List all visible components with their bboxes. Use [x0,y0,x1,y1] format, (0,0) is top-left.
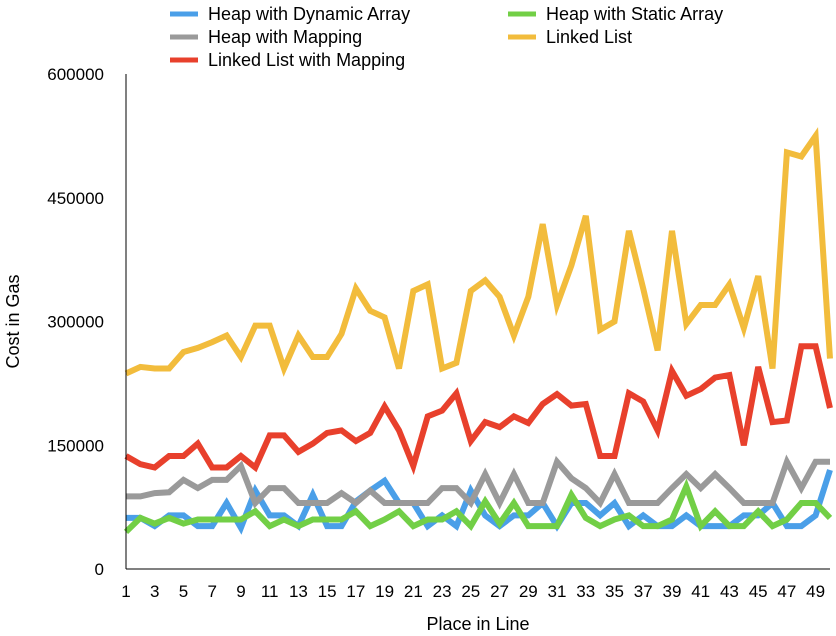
x-axis-title: Place in Line [426,614,529,634]
legend-label: Heap with Mapping [208,27,362,47]
y-tick-label: 600000 [47,65,104,84]
x-tick-label: 35 [605,582,624,601]
legend: Heap with Dynamic Array Heap with Static … [170,4,723,70]
x-tick-label: 37 [634,582,653,601]
x-tick-label: 5 [179,582,188,601]
series-line-heap-with-dynamic-array [126,469,833,535]
x-tick-label: 23 [433,582,452,601]
x-tick-label: 29 [519,582,538,601]
legend-item: Heap with Dynamic Array [170,4,410,24]
y-tick-label: 450000 [47,189,104,208]
x-tick-label: 15 [318,582,337,601]
x-tick-label: 45 [749,582,768,601]
series-lines [123,127,833,535]
x-tick-label: 3 [150,582,159,601]
legend-item: Linked List with Mapping [170,50,405,70]
legend-label: Heap with Dynamic Array [208,4,410,24]
x-tick-label: 33 [576,582,595,601]
x-tick-label: 39 [662,582,681,601]
legend-item: Linked List [508,27,632,47]
x-tick-label: 1 [121,582,130,601]
series-line-linked-list-with-mapping [124,343,833,476]
x-tick-label: 9 [236,582,245,601]
y-tick-label: 0 [95,560,104,579]
legend-label: Heap with Static Array [546,4,723,24]
x-tick-label: 17 [346,582,365,601]
x-tick-label: 25 [461,582,480,601]
series-line-linked-list [124,127,833,377]
x-tick-label: 47 [777,582,796,601]
x-tick-label: 27 [490,582,509,601]
y-tick-label: 300000 [47,313,104,332]
x-tick-label: 21 [404,582,423,601]
x-tick-label: 49 [806,582,825,601]
x-tick-label: 7 [207,582,216,601]
x-axis-ticks: 1 3 5 7 9 11 13 15 17 19 21 23 25 27 29 31 33 35 37 39 41 43 4… [121,582,825,601]
legend-label: Linked List with Mapping [208,50,405,70]
x-tick-label: 13 [289,582,308,601]
legend-item: Heap with Static Array [508,4,723,24]
y-axis-ticks: 0 150000 300000 450000 600000 [47,65,104,579]
x-tick-label: 11 [261,582,279,601]
x-tick-label: 41 [691,582,710,601]
legend-item: Heap with Mapping [170,27,362,47]
y-tick-label: 150000 [47,436,104,455]
legend-label: Linked List [546,27,632,47]
y-axis-title: Cost in Gas [3,274,23,368]
x-tick-label: 31 [548,582,567,601]
series-line-heap-with-static-array [123,478,833,535]
series-line-heap-with-mapping [126,454,830,510]
x-tick-label: 43 [720,582,739,601]
x-tick-label: 19 [375,582,394,601]
